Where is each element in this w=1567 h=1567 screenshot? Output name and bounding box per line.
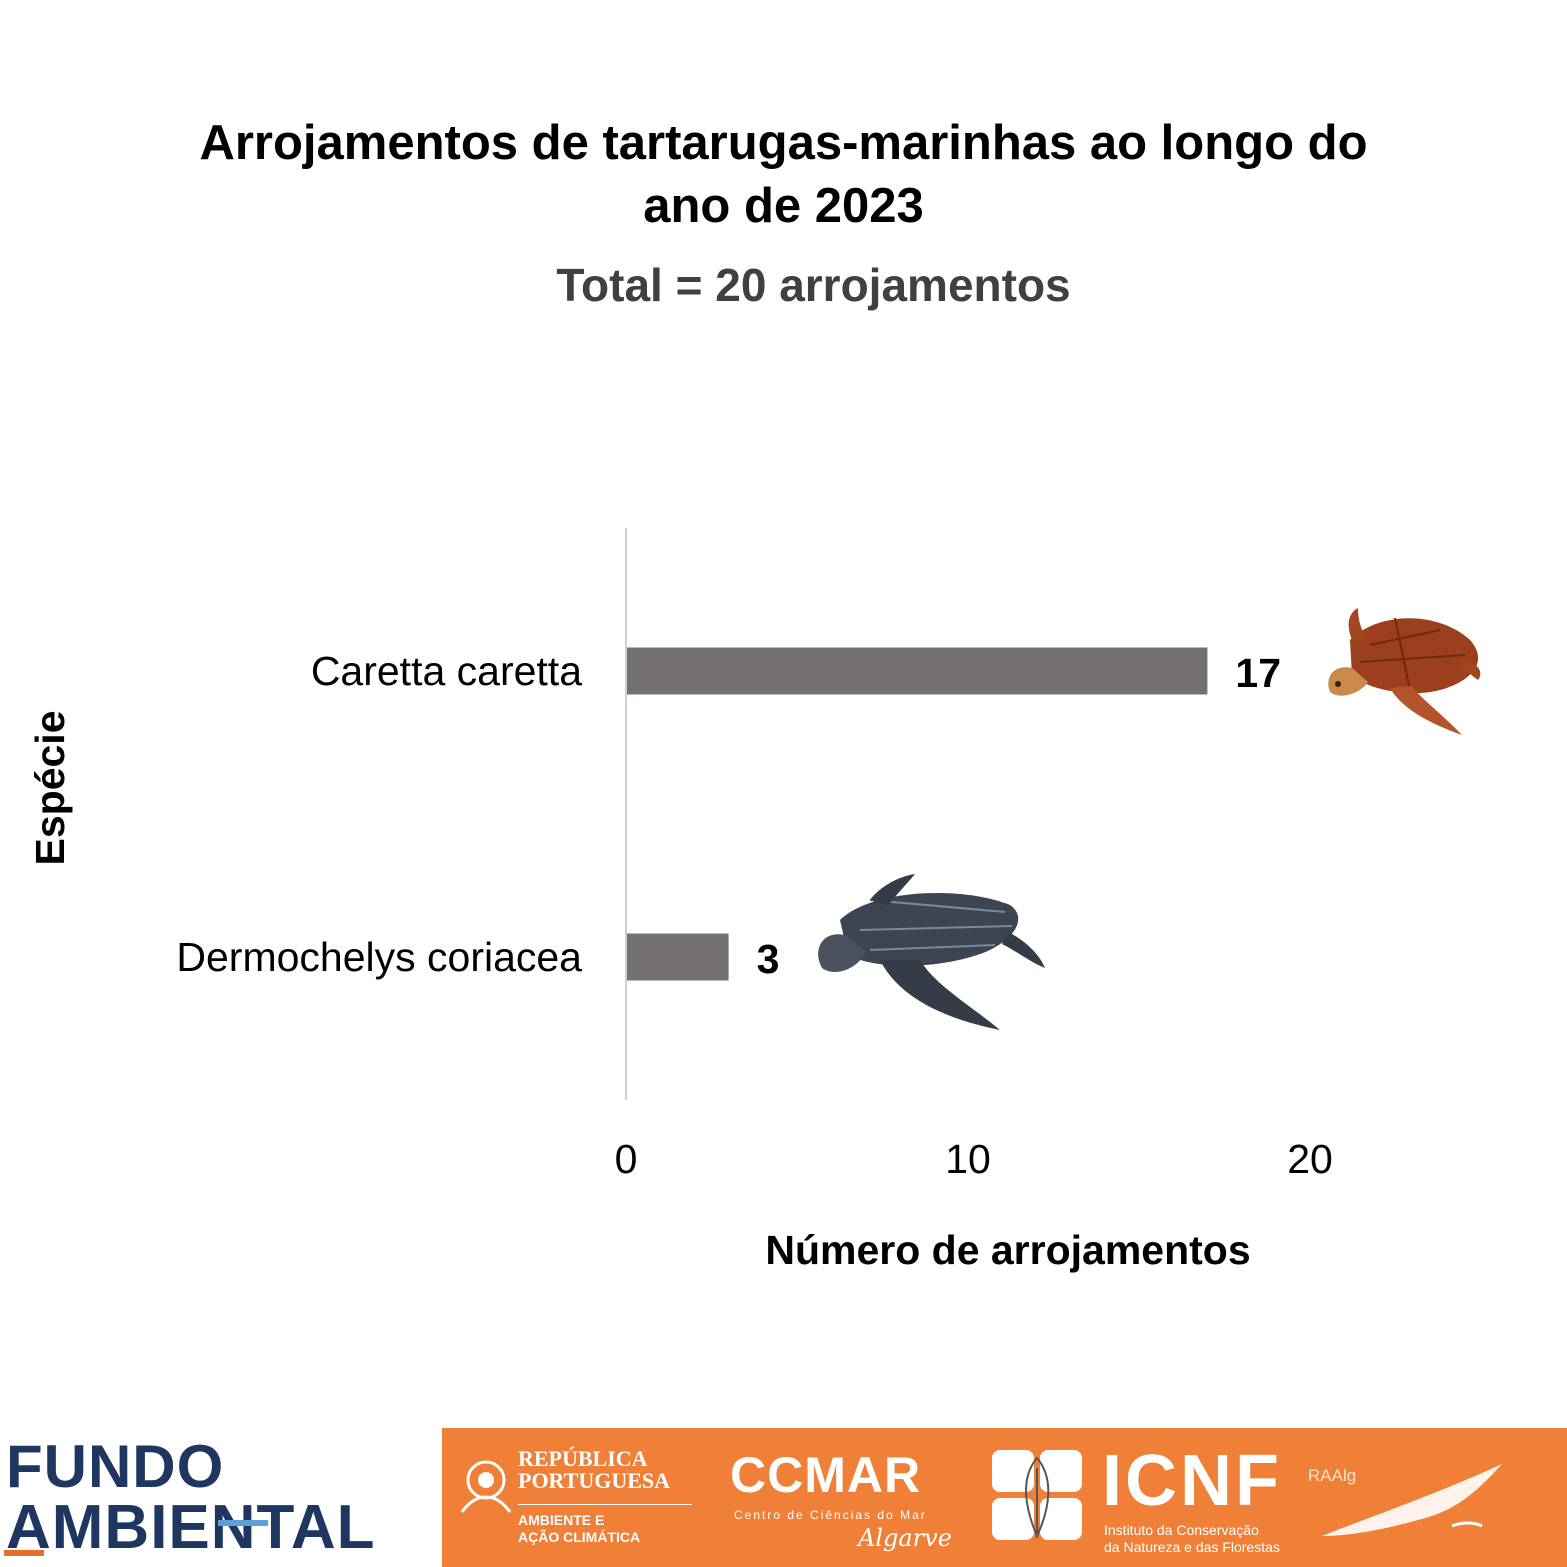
chart-title: Arrojamentos de tartarugas-marinhas ao l… <box>0 112 1567 238</box>
icnf-subtitle-line-1: Instituto da Conservação <box>1104 1522 1259 1538</box>
ccmar-region: Algarve <box>858 1524 952 1552</box>
ccmar-logo: CCMAR <box>730 1447 922 1503</box>
rp-ministry-line-1: AMBIENTE E <box>518 1512 605 1528</box>
x-tick-label-20: 20 <box>1287 1136 1333 1182</box>
y-axis-title: Espécie <box>27 711 73 866</box>
caretta-caretta-illustration <box>1328 608 1481 735</box>
rp-line-2: PORTUGUESA <box>518 1468 671 1493</box>
value-label-caretta-caretta: 17 <box>1235 650 1281 696</box>
republica-portuguesa-logo: REPÚBLICA PORTUGUESA <box>518 1448 670 1492</box>
dermochelys-coriacea-illustration <box>818 874 1045 1030</box>
rp-line-1: REPÚBLICA <box>518 1446 648 1471</box>
chart-title-line-2: ano de 2023 <box>643 179 924 233</box>
category-label-dermochelys-coriacea: Dermochelys coriacea <box>176 934 582 980</box>
bar-caretta-caretta <box>627 647 1208 695</box>
partner-logos-band: REPÚBLICA PORTUGUESA AMBIENTE E AÇÃO CLI… <box>442 1428 1567 1567</box>
chart-subtitle: Total = 20 arrojamentos <box>556 259 1071 311</box>
chart-title-line-1: Arrojamentos de tartarugas-marinhas ao l… <box>199 116 1368 170</box>
republica-portuguesa-emblem-icon <box>460 1460 512 1513</box>
icnf-subtitle: Instituto da Conservação da Natureza e d… <box>1104 1522 1280 1556</box>
rp-ministry: AMBIENTE E AÇÃO CLIMÁTICA <box>518 1512 640 1546</box>
x-tick-label-10: 10 <box>945 1136 991 1182</box>
icnf-subtitle-line-2: da Natureza e das Florestas <box>1104 1539 1280 1555</box>
footer-logos: FUNDO AMBIENTAL REPÚBLICA PORTUGUESA AMB… <box>0 1428 1567 1567</box>
icnf-oak-leaf-icon <box>992 1450 1082 1540</box>
raalg-logo: RAAlg <box>1308 1466 1357 1485</box>
fundo-logo-line-1: FUNDO <box>6 1433 225 1500</box>
icnf-logo: ICNF <box>1102 1441 1282 1521</box>
x-tick-label-0: 0 <box>615 1136 638 1182</box>
fundo-ambiental-logo: FUNDO AMBIENTAL <box>0 1428 442 1567</box>
fundo-accent-bar-blue <box>218 1520 268 1526</box>
bars-layer: Caretta caretta 17 Dermochelys coriacea 3 <box>176 647 1281 982</box>
x-axis-title: Número de arrojamentos <box>765 1227 1250 1273</box>
raalg-whale-icon <box>1322 1464 1502 1536</box>
ccmar-subtitle: Centro de Ciências do Mar <box>734 1508 927 1522</box>
fundo-accent-bar-orange <box>4 1550 44 1556</box>
category-label-caretta-caretta: Caretta caretta <box>311 648 582 694</box>
fundo-logo-line-2: AMBIENTAL <box>6 1493 376 1562</box>
bar-chart: Caretta caretta 17 Dermochelys coriacea 3 0… <box>27 528 1481 1273</box>
rp-divider <box>518 1504 692 1505</box>
bar-dermochelys-coriacea <box>627 933 729 981</box>
value-label-dermochelys-coriacea: 3 <box>757 936 780 982</box>
rp-ministry-line-2: AÇÃO CLIMÁTICA <box>518 1529 641 1545</box>
